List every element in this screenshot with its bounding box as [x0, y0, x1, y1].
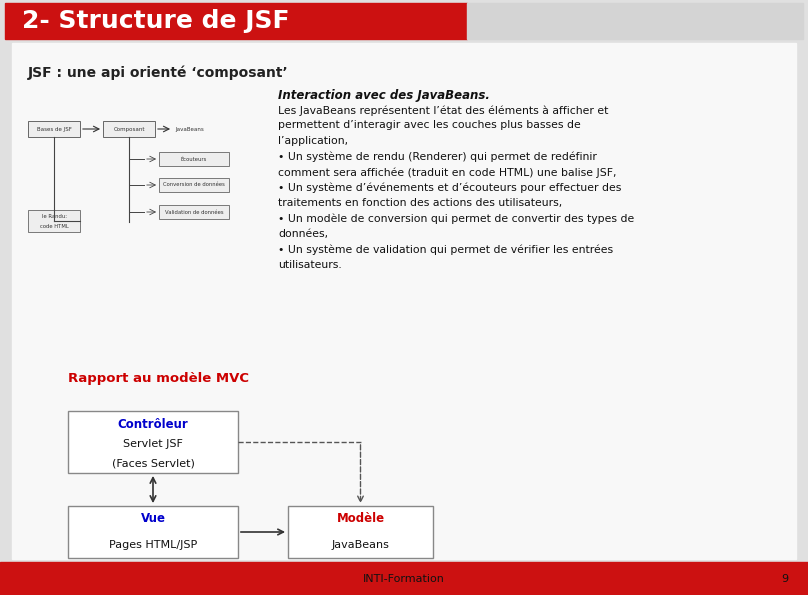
- Text: Écouteurs: Écouteurs: [181, 156, 207, 161]
- Text: utilisateurs.: utilisateurs.: [278, 260, 342, 270]
- Bar: [103, 121, 155, 137]
- Text: • Un système de rendu (Renderer) qui permet de redéfinir: • Un système de rendu (Renderer) qui per…: [278, 152, 597, 162]
- Text: Pages HTML/JSP: Pages HTML/JSP: [109, 540, 197, 550]
- Text: INTI-Formation: INTI-Formation: [363, 574, 445, 584]
- Bar: [159, 152, 229, 166]
- Text: permettent d’interagir avec les couches plus basses de: permettent d’interagir avec les couches …: [278, 121, 581, 130]
- Text: Vue: Vue: [141, 512, 166, 525]
- Bar: [159, 178, 229, 192]
- Text: Composant: Composant: [113, 127, 145, 131]
- Bar: [28, 210, 80, 232]
- Text: 9: 9: [781, 574, 789, 584]
- Text: données,: données,: [278, 229, 328, 239]
- Text: traitements en fonction des actions des utilisateurs,: traitements en fonction des actions des …: [278, 198, 562, 208]
- Bar: [159, 205, 229, 219]
- Bar: [68, 411, 238, 473]
- Bar: [12, 43, 796, 559]
- Text: Contrôleur: Contrôleur: [118, 418, 188, 431]
- Bar: [68, 506, 238, 558]
- Text: Interaction avec des JavaBeans.: Interaction avec des JavaBeans.: [278, 89, 490, 102]
- Text: (Faces Servlet): (Faces Servlet): [112, 458, 195, 468]
- Text: JSF : une api orienté ‘composant’: JSF : une api orienté ‘composant’: [28, 65, 288, 80]
- Bar: [0, 562, 808, 595]
- Text: Validation de données: Validation de données: [165, 209, 223, 215]
- Text: JavaBeans: JavaBeans: [175, 127, 204, 131]
- Bar: [288, 506, 433, 558]
- Text: 2- Structure de JSF: 2- Structure de JSF: [22, 9, 289, 33]
- Text: comment sera affichée (traduit en code HTML) une balise JSF,: comment sera affichée (traduit en code H…: [278, 167, 617, 177]
- Bar: [28, 121, 80, 137]
- Text: Bases de JSF: Bases de JSF: [36, 127, 71, 131]
- Text: Rapport au modèle MVC: Rapport au modèle MVC: [68, 372, 249, 385]
- Text: • Un modèle de conversion qui permet de convertir des types de: • Un modèle de conversion qui permet de …: [278, 214, 634, 224]
- Text: Modèle: Modèle: [336, 512, 385, 525]
- Text: Conversion de données: Conversion de données: [163, 183, 225, 187]
- Text: Les JavaBeans représentent l’état des éléments à afficher et: Les JavaBeans représentent l’état des él…: [278, 105, 608, 115]
- Text: Servlet JSF: Servlet JSF: [123, 439, 183, 449]
- Text: l’application,: l’application,: [278, 136, 348, 146]
- Bar: [5, 3, 467, 39]
- Text: JavaBeans: JavaBeans: [331, 540, 389, 550]
- Text: • Un système d’événements et d’écouteurs pour effectuer des: • Un système d’événements et d’écouteurs…: [278, 183, 621, 193]
- Bar: [467, 3, 803, 39]
- Text: le Randu:: le Randu:: [41, 214, 66, 218]
- Text: • Un système de validation qui permet de vérifier les entrées: • Un système de validation qui permet de…: [278, 245, 613, 255]
- Text: code HTML: code HTML: [40, 224, 69, 230]
